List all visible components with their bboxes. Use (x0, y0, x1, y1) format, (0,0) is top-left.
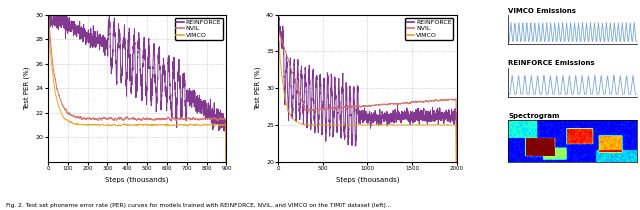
X-axis label: Steps (thousands): Steps (thousands) (335, 176, 399, 183)
Text: VIMCO Emissions: VIMCO Emissions (508, 8, 577, 14)
Y-axis label: Test PER (%): Test PER (%) (254, 66, 260, 110)
Legend: REINFORCE, NVIL, VIMCO: REINFORCE, NVIL, VIMCO (404, 18, 454, 39)
Text: Fig. 2. Test set phoneme error rate (PER) curves for models trained with REINFOR: Fig. 2. Test set phoneme error rate (PER… (6, 203, 392, 208)
Legend: REINFORCE, NVIL, VIMCO: REINFORCE, NVIL, VIMCO (175, 18, 223, 39)
Text: REINFORCE Emissions: REINFORCE Emissions (508, 60, 595, 67)
Y-axis label: Test PER (%): Test PER (%) (24, 66, 30, 110)
X-axis label: Steps (thousands): Steps (thousands) (106, 176, 169, 183)
Text: Spectrogram: Spectrogram (508, 113, 560, 119)
